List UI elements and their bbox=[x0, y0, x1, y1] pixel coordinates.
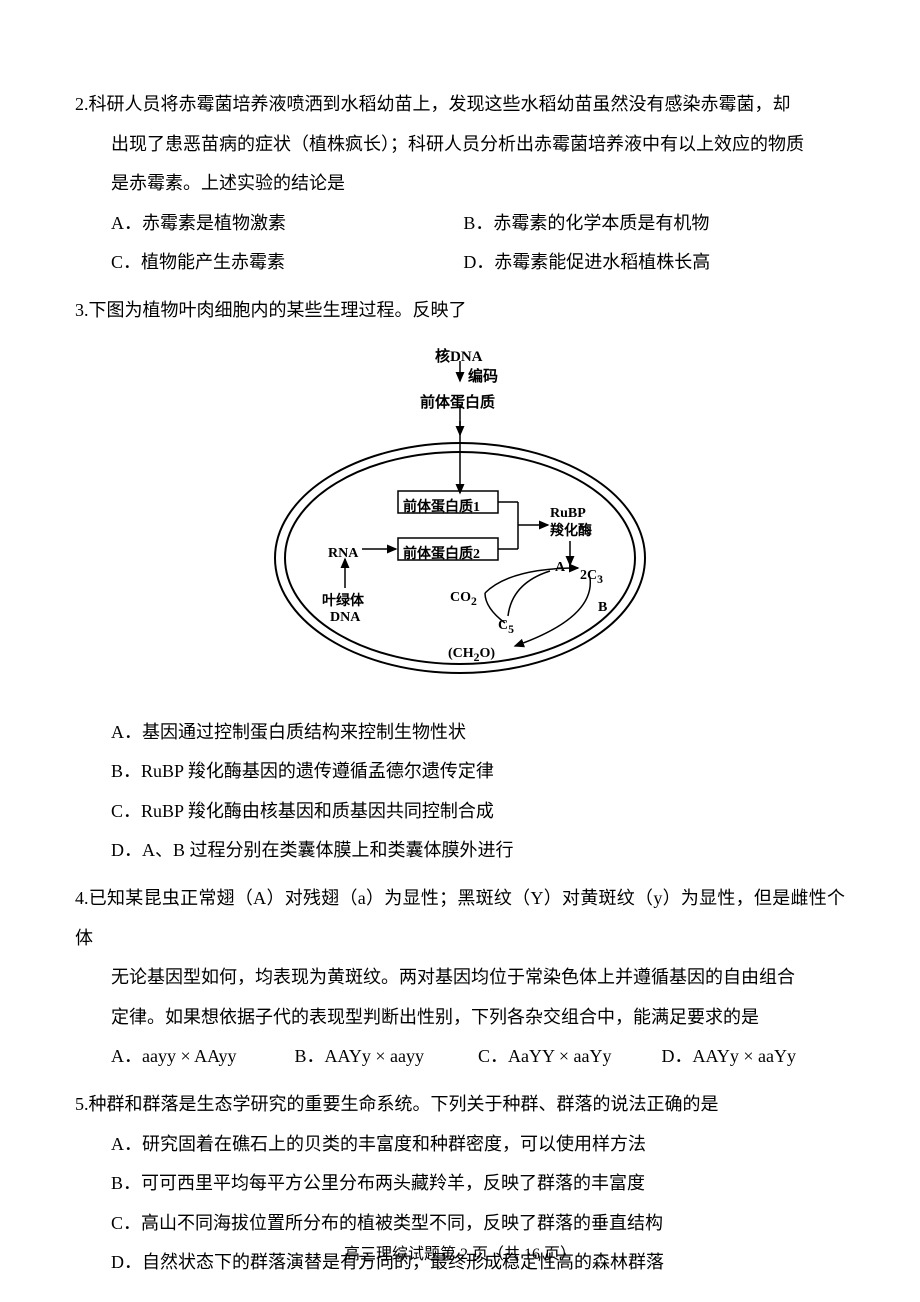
q4-options: A．aayy × AAyy B．AAYy × aayy C．AaYY × aaY… bbox=[75, 1037, 845, 1077]
q4-line2: 无论基因型如何，均表现为黄斑纹。两对基因均位于常染色体上并遵循基因的自由组合 bbox=[75, 958, 845, 998]
q5-optB: B．可可西里平均每平方公里分布两头藏羚羊，反映了群落的丰富度 bbox=[75, 1164, 845, 1204]
lbl-chl2: DNA bbox=[330, 603, 360, 634]
q4-line3: 定律。如果想依据子代的表现型判断出性别，下列各杂交组合中，能满足要求的是 bbox=[75, 998, 845, 1038]
q2-options-row1: A．赤霉素是植物激素 B．赤霉素的化学本质是有机物 bbox=[75, 204, 845, 244]
q3-diagram-wrap: 核DNA 编码 前体蛋白质 前体蛋白质1 前体蛋白质2 RuBP 羧化酶 RNA… bbox=[75, 331, 845, 713]
q3-number: 3. bbox=[75, 300, 89, 320]
q3-text: 下图为植物叶肉细胞内的某些生理过程。反映了 bbox=[89, 300, 467, 320]
q2-line1: 科研人员将赤霉菌培养液喷洒到水稻幼苗上，发现这些水稻幼苗虽然没有感染赤霉菌，却 bbox=[89, 94, 791, 114]
q4-stem: 4.已知某昆虫正常翅（A）对残翅（a）为显性；黑斑纹（Y）对黄斑纹（y）为显性，… bbox=[75, 879, 845, 958]
q2-number: 2. bbox=[75, 94, 89, 114]
q3-optB: B．RuBP 羧化酶基因的遗传遵循孟德尔遗传定律 bbox=[75, 752, 845, 792]
q3-diagram: 核DNA 编码 前体蛋白质 前体蛋白质1 前体蛋白质2 RuBP 羧化酶 RNA… bbox=[250, 343, 670, 693]
q4-number: 4. bbox=[75, 888, 89, 908]
question-3: 3.下图为植物叶肉细胞内的某些生理过程。反映了 bbox=[75, 291, 845, 871]
q2-optB: B．赤霉素的化学本质是有机物 bbox=[463, 204, 845, 244]
q5-optA: A．研究固着在礁石上的贝类的丰富度和种群密度，可以使用样方法 bbox=[75, 1125, 845, 1165]
q4-optC: C．AaYY × aaYy bbox=[478, 1037, 662, 1077]
q3-optA: A．基因通过控制蛋白质结构来控制生物性状 bbox=[75, 713, 845, 753]
lbl-co2: CO2 bbox=[450, 583, 477, 614]
q2-options-row2: C．植物能产生赤霉素 D．赤霉素能促进水稻植株长高 bbox=[75, 243, 845, 283]
q3-optD: D．A、B 过程分别在类囊体膜上和类囊体膜外进行 bbox=[75, 831, 845, 871]
q2-optA: A．赤霉素是植物激素 bbox=[111, 204, 463, 244]
q4-optA: A．aayy × AAyy bbox=[111, 1037, 295, 1077]
lbl-rubp2: 羧化酶 bbox=[550, 517, 592, 548]
lbl-rna: RNA bbox=[328, 539, 358, 570]
question-2: 2.科研人员将赤霉菌培养液喷洒到水稻幼苗上，发现这些水稻幼苗虽然没有感染赤霉菌，… bbox=[75, 85, 845, 283]
lbl-B: B bbox=[598, 593, 607, 624]
page-footer: 高三理综试题第 2 页（共 16 页） bbox=[0, 1237, 920, 1272]
lbl-ch2o: (CH2O) bbox=[448, 639, 495, 670]
q2-optD: D．赤霉素能促进水稻植株长高 bbox=[463, 243, 845, 283]
q2-stem: 2.科研人员将赤霉菌培养液喷洒到水稻幼苗上，发现这些水稻幼苗虽然没有感染赤霉菌，… bbox=[75, 85, 845, 125]
q3-stem: 3.下图为植物叶肉细胞内的某些生理过程。反映了 bbox=[75, 291, 845, 331]
q5-number: 5. bbox=[75, 1094, 89, 1114]
lbl-c5: C5 bbox=[498, 611, 514, 642]
q2-line3: 是赤霉素。上述实验的结论是 bbox=[75, 164, 845, 204]
q4-line1: 已知某昆虫正常翅（A）对残翅（a）为显性；黑斑纹（Y）对黄斑纹（y）为显性，但是… bbox=[75, 888, 845, 948]
lbl-precursor: 前体蛋白质 bbox=[420, 387, 495, 420]
q5-text: 种群和群落是生态学研究的重要生命系统。下列关于种群、群落的说法正确的是 bbox=[89, 1094, 719, 1114]
lbl-2c3: 2C3 bbox=[580, 561, 603, 592]
q4-optB: B．AAYy × aayy bbox=[295, 1037, 479, 1077]
q2-line2: 出现了患恶苗病的症状（植株疯长）；科研人员分析出赤霉菌培养液中有以上效应的物质 bbox=[75, 125, 845, 165]
lbl-pre2: 前体蛋白质2 bbox=[403, 540, 480, 571]
question-4: 4.已知某昆虫正常翅（A）对残翅（a）为显性；黑斑纹（Y）对黄斑纹（y）为显性，… bbox=[75, 879, 845, 1077]
q2-optC: C．植物能产生赤霉素 bbox=[111, 243, 463, 283]
lbl-A: A bbox=[555, 553, 565, 584]
q3-optC: C．RuBP 羧化酶由核基因和质基因共同控制合成 bbox=[75, 792, 845, 832]
lbl-pre1: 前体蛋白质1 bbox=[403, 493, 480, 524]
q4-optD: D．AAYy × aaYy bbox=[662, 1037, 846, 1077]
q5-stem: 5.种群和群落是生态学研究的重要生命系统。下列关于种群、群落的说法正确的是 bbox=[75, 1085, 845, 1125]
